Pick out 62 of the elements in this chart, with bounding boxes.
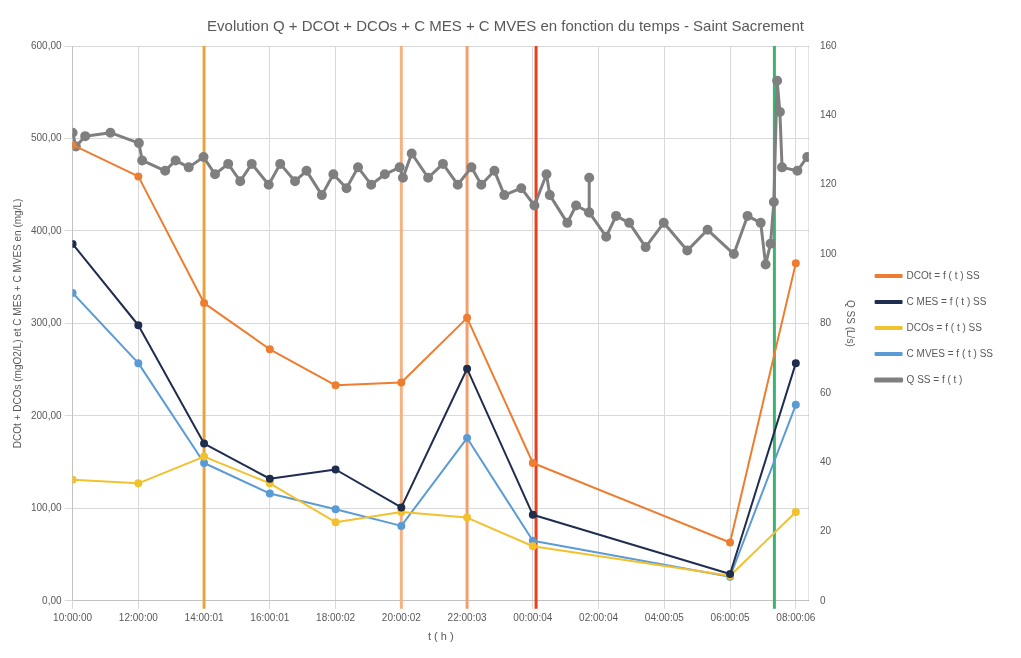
legend-label: DCOs = f ( t ) SS — [906, 321, 983, 333]
x-tick-label: 18:00:02 — [316, 611, 356, 623]
point — [463, 364, 472, 373]
point — [463, 513, 472, 522]
y2-tick-label: 120 — [819, 178, 838, 190]
y-tick-label: 100,00 — [30, 502, 63, 514]
legend-label: Q SS = f ( t ) — [906, 373, 963, 385]
chart-title: Evolution Q + DCOt + DCOs + C MES + C MVES en fonction du temps - Saint Sacrement — [207, 17, 805, 35]
x-tick-label: 16:00:01 — [250, 611, 290, 623]
point — [200, 439, 209, 448]
y-tick-label: 300,00 — [30, 317, 63, 329]
x-tick-label: 22:00:03 — [447, 611, 487, 623]
x-tick-label: 02:00:04 — [579, 611, 619, 623]
y-tick-label: 400,00 — [30, 224, 63, 236]
y2-tick-label: 40 — [819, 455, 832, 467]
x-axis-title: t ( h ) — [427, 630, 454, 643]
x-tick-label: 00:00:04 — [513, 611, 553, 623]
x-tick-label: 20:00:02 — [381, 611, 422, 623]
point — [134, 321, 143, 330]
point — [528, 510, 537, 519]
y-tick-label: 0,00 — [42, 594, 63, 606]
point — [200, 459, 209, 468]
point — [265, 345, 274, 354]
point — [397, 521, 406, 530]
point — [331, 381, 340, 390]
point — [528, 459, 537, 468]
point — [528, 542, 537, 551]
y2-tick-label: 20 — [819, 525, 832, 537]
point — [397, 378, 406, 387]
legend-label: C MES = f ( t ) SS — [906, 295, 987, 307]
point — [331, 465, 340, 474]
point — [331, 505, 340, 514]
y2-tick-label: 140 — [819, 109, 838, 121]
point — [134, 479, 143, 488]
point — [331, 518, 340, 527]
y2-tick-label: 160 — [819, 39, 838, 51]
point — [463, 313, 472, 322]
x-tick-label: 14:00:01 — [184, 611, 224, 623]
x-tick-label: 10:00:00 — [53, 611, 93, 623]
point — [134, 172, 143, 181]
point — [463, 434, 472, 443]
point — [134, 359, 143, 368]
y2-tick-label: 100 — [819, 247, 838, 259]
x-tick-label: 12:00:00 — [118, 611, 159, 623]
y-tick-label: 500,00 — [30, 132, 63, 144]
x-tick-label: 04:00:05 — [644, 611, 685, 623]
legend-label: DCOt = f ( t ) SS — [906, 269, 980, 281]
point — [200, 452, 209, 461]
y2-axis-title: Q SS (L/s) — [844, 300, 856, 347]
y-tick-label: 600,00 — [30, 39, 63, 51]
point — [265, 474, 274, 483]
point — [265, 489, 274, 498]
y-axis-title: DCOt + DCOs (mgO2/L) et C MES + C MVES en (mg/L) — [11, 198, 23, 449]
x-tick-label: 06:00:05 — [710, 611, 750, 623]
y2-tick-label: 0 — [819, 594, 826, 606]
x-tick-label: 08:00:06 — [776, 611, 816, 623]
y2-tick-label: 80 — [819, 317, 832, 329]
y-tick-label: 200,00 — [30, 409, 63, 421]
point — [397, 503, 406, 512]
y2-tick-label: 60 — [819, 386, 832, 398]
legend-label: C MVES = f ( t ) SS — [906, 347, 994, 359]
point — [200, 299, 209, 308]
